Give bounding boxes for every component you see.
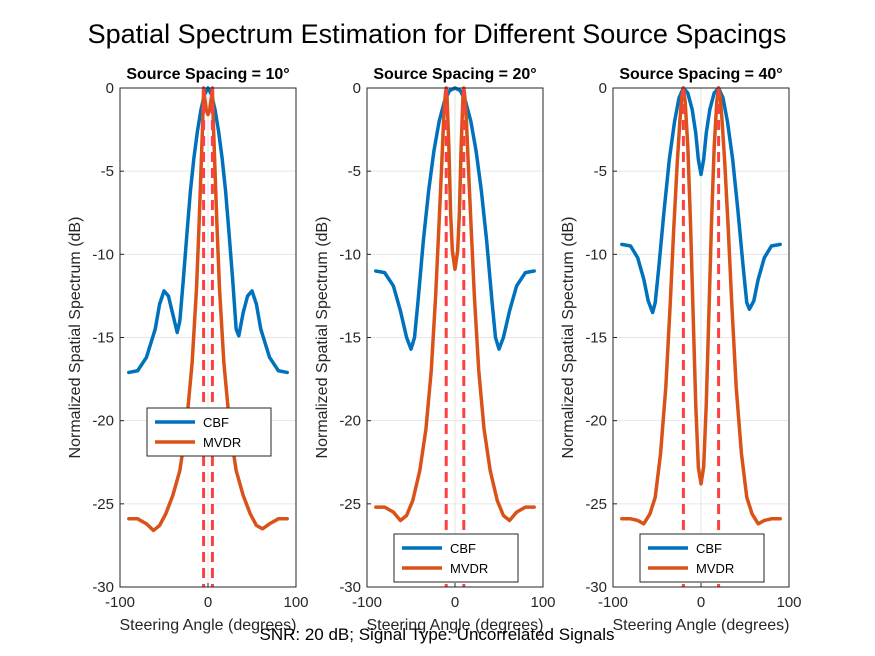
- legend: CBF MVDR: [146, 407, 272, 457]
- series-mvdr-line: [620, 86, 782, 526]
- y-tick-label: -5: [101, 163, 114, 180]
- y-tick-label: -5: [594, 163, 607, 180]
- y-tick-label: -30: [92, 579, 114, 596]
- y-tick-label: -15: [92, 330, 114, 347]
- legend-label-cbf: CBF: [450, 541, 476, 556]
- subplot-title: Source Spacing = 40°: [619, 66, 782, 83]
- x-tick-label: 0: [697, 594, 705, 611]
- y-tick-label: -15: [585, 330, 607, 347]
- legend-label-cbf: CBF: [203, 415, 229, 430]
- legend: CBF MVDR: [639, 533, 765, 583]
- legend: CBF MVDR: [393, 533, 519, 583]
- x-axis-label: Steering Angle (degrees): [120, 617, 297, 634]
- y-tick-label: -10: [92, 246, 114, 263]
- legend-box: [639, 533, 765, 583]
- y-axis-label: Normalized Spatial Spectrum (dB): [314, 217, 331, 459]
- y-tick-label: -10: [585, 246, 607, 263]
- figure-title: Spatial Spectrum Estimation for Differen…: [88, 19, 787, 49]
- y-tick-label: -25: [585, 496, 607, 513]
- subplot-3: -100 0 100 -30 -25 -20 -15 -10 -5 0 Source Spacing…: [560, 66, 802, 634]
- y-tick-label: -5: [348, 163, 361, 180]
- y-tick-label: -15: [339, 330, 361, 347]
- plot-lines: [620, 86, 782, 587]
- series-cbf-line: [620, 86, 782, 315]
- y-axis-label: Normalized Spatial Spectrum (dB): [560, 217, 577, 459]
- y-tick-label: 0: [599, 80, 607, 97]
- subplot-1: -100 0 100 -30 -25 -20 -15 -10 -5 0 Source Spacing…: [67, 66, 309, 634]
- figure-footer: SNR: 20 dB; Signal Type: Uncorrelated Si…: [260, 625, 615, 644]
- y-tick-label: -25: [92, 496, 114, 513]
- x-tick-label: -100: [598, 594, 628, 611]
- legend-label-cbf: CBF: [696, 541, 722, 556]
- legend-label-mvdr: MVDR: [696, 561, 734, 576]
- series-mvdr-line: [127, 86, 289, 533]
- legend-label-mvdr: MVDR: [203, 435, 241, 450]
- y-tick-label: -10: [339, 246, 361, 263]
- legend-box: [146, 407, 272, 457]
- y-tick-label: -30: [585, 579, 607, 596]
- x-tick-label: 0: [204, 594, 212, 611]
- x-tick-label: 100: [283, 594, 308, 611]
- y-tick-label: -20: [339, 413, 361, 430]
- series-mvdr-line: [374, 86, 536, 523]
- x-tick-label: 100: [776, 594, 801, 611]
- y-tick-label: -30: [339, 579, 361, 596]
- subplot-title: Source Spacing = 20°: [373, 66, 536, 83]
- y-tick-label: -20: [585, 413, 607, 430]
- legend-label-mvdr: MVDR: [450, 561, 488, 576]
- subplot-title: Source Spacing = 10°: [126, 66, 289, 83]
- x-tick-label: -100: [105, 594, 135, 611]
- x-tick-label: -100: [352, 594, 382, 611]
- y-tick-label: -20: [92, 413, 114, 430]
- y-tick-label: -25: [339, 496, 361, 513]
- subplot-2: -100 0 100 -30 -25 -20 -15 -10 -5 0 Source Spacing…: [314, 66, 556, 634]
- y-tick-label: 0: [353, 80, 361, 97]
- y-tick-label: 0: [106, 80, 114, 97]
- x-tick-label: 0: [451, 594, 459, 611]
- x-axis-label: Steering Angle (degrees): [367, 617, 544, 634]
- x-tick-label: 100: [530, 594, 555, 611]
- x-axis-label: Steering Angle (degrees): [613, 617, 790, 634]
- y-axis-label: Normalized Spatial Spectrum (dB): [67, 217, 84, 459]
- legend-box: [393, 533, 519, 583]
